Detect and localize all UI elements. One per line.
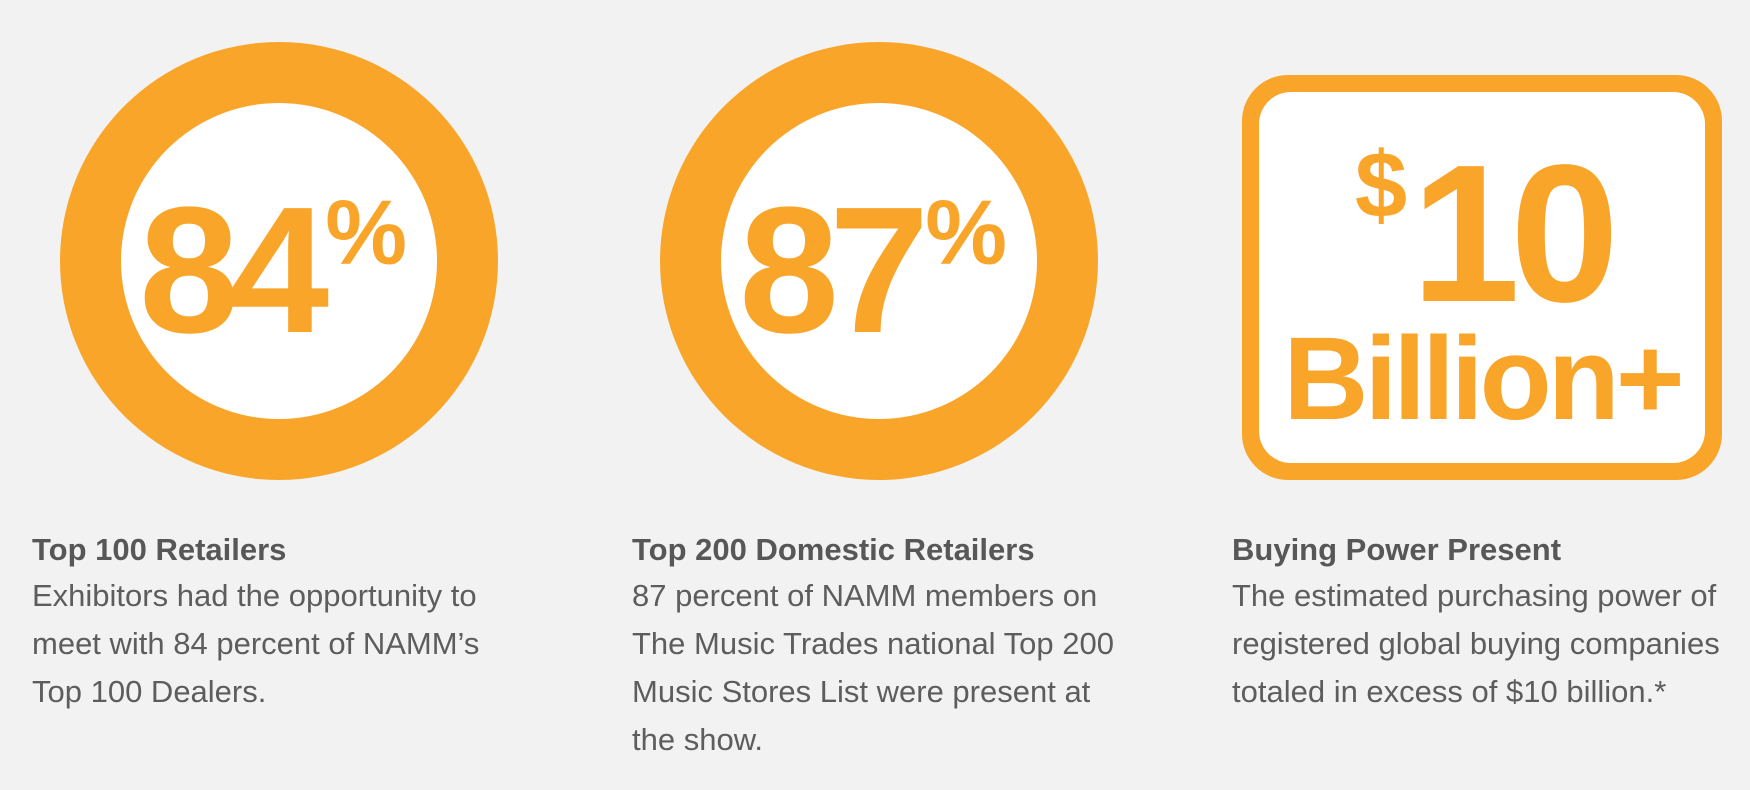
stat-caption-buying-power: Buying Power Present The estimated purch…: [1232, 528, 1750, 716]
stat-number: 84: [138, 170, 329, 371]
stat-unit: Billion+: [1283, 313, 1684, 445]
stat-number: 87: [738, 170, 929, 371]
stat-caption-top-100: Top 100 Retailers Exhibitors had the opp…: [32, 528, 552, 716]
stat-heading: Top 100 Retailers: [32, 532, 287, 567]
stat-ring-87: 87%: [660, 42, 1098, 480]
stat-ring-inner: 84%: [121, 103, 437, 419]
stat-box-inner: $10 Billion+: [1259, 92, 1705, 463]
stat-value: 84%: [115, 181, 431, 361]
stat-value: 87%: [715, 181, 1031, 361]
stat-amount: $10: [1259, 136, 1705, 332]
stat-description: Exhibitors had the opportunity to meet w…: [32, 578, 480, 709]
stat-heading: Buying Power Present: [1232, 532, 1562, 567]
stat-heading: Top 200 Domestic Retailers: [632, 532, 1035, 567]
stat-description: The estimated purchasing power of regist…: [1232, 578, 1720, 709]
stat-number: 10: [1411, 124, 1619, 343]
stat-caption-top-200: Top 200 Domestic Retailers 87 percent of…: [632, 528, 1152, 764]
percent-sign: %: [325, 182, 408, 284]
percent-sign: %: [925, 182, 1008, 284]
stat-description: 87 percent of NAMM members on The Music …: [632, 578, 1114, 757]
stat-box-buying-power: $10 Billion+: [1242, 75, 1722, 480]
currency-sign: $: [1354, 132, 1408, 237]
stat-ring-inner: 87%: [721, 103, 1037, 419]
stat-ring-84: 84%: [60, 42, 498, 480]
